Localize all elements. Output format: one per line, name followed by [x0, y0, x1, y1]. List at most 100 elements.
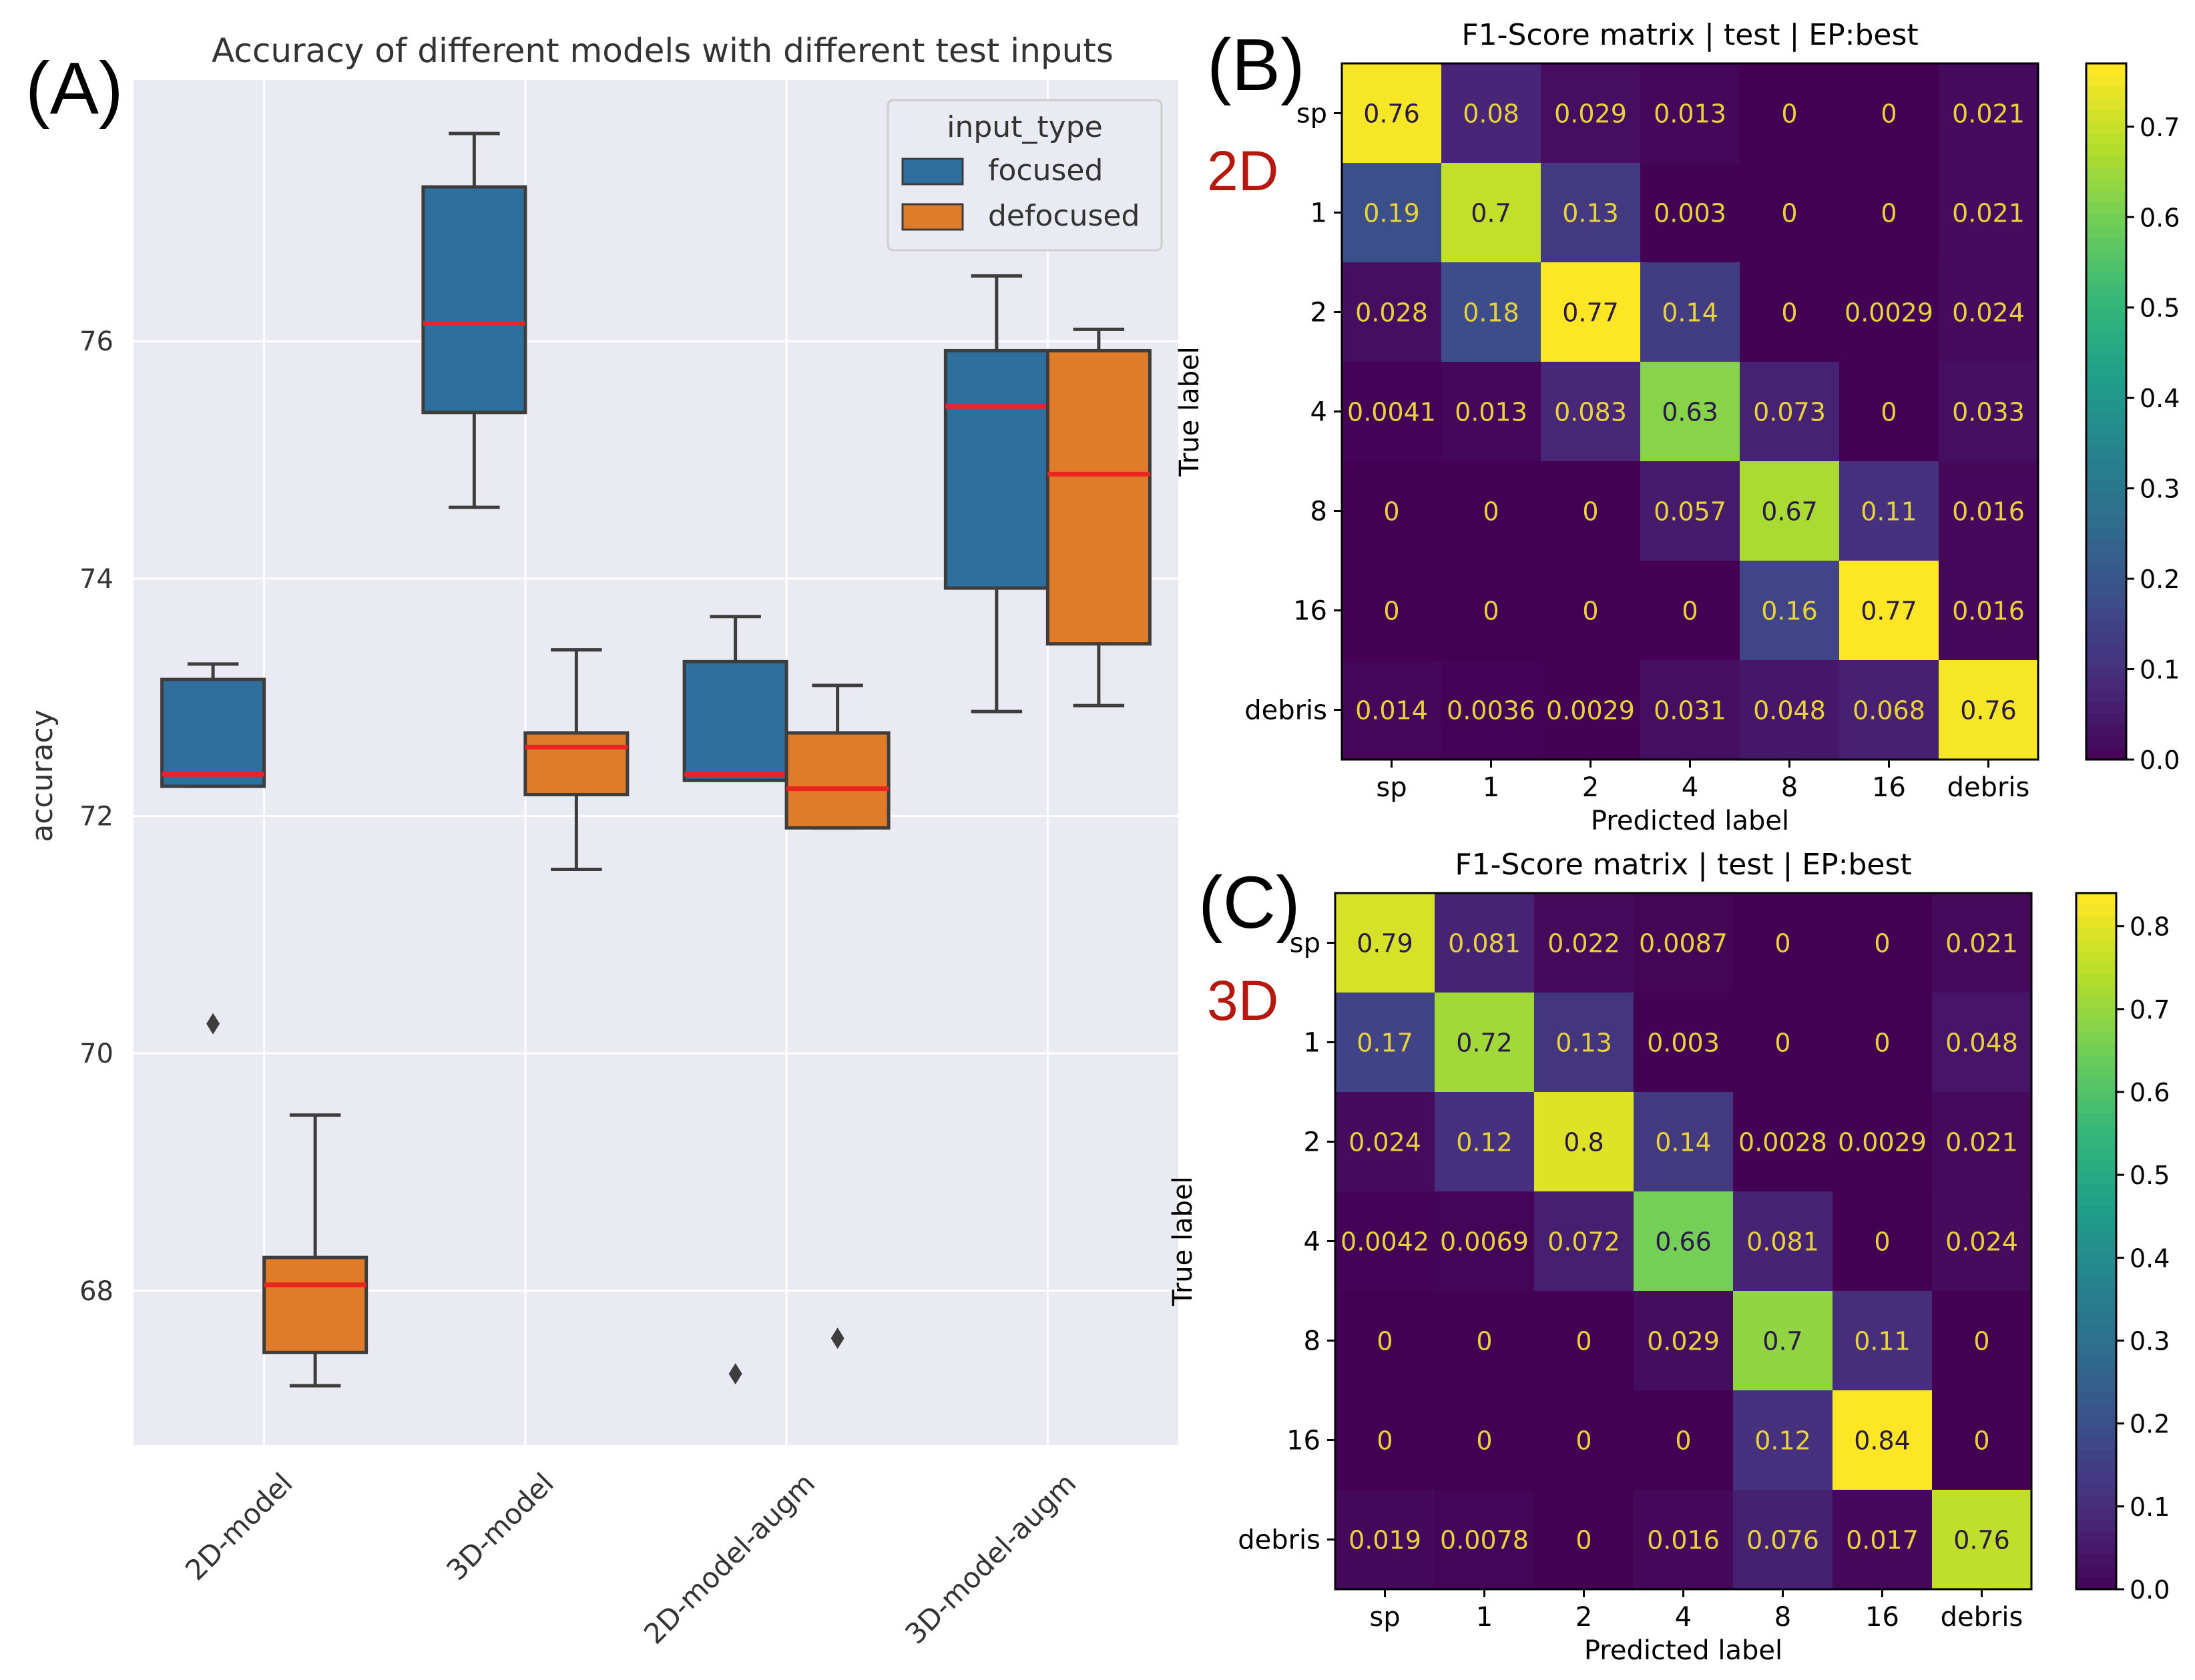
colorbar-segment: [2086, 423, 2126, 436]
y-tick-label: sp: [1290, 928, 1320, 959]
cell-value: 0.068: [1853, 696, 1925, 726]
cell-value: 0.033: [1952, 398, 2025, 427]
x-tick-label: 16: [1865, 1602, 1899, 1633]
y-tick-label: sp: [1296, 99, 1327, 129]
cell-value: 0.16: [1761, 597, 1818, 626]
matrix-cell: [1939, 163, 2039, 263]
colorbar-segment: [2076, 928, 2116, 940]
x-tick-label: 3D-model-augm: [899, 1466, 1082, 1650]
matrix-cell: [1939, 262, 2039, 362]
cell-value: 0.0028: [1738, 1128, 1827, 1157]
matrix-cell: [1640, 163, 1740, 263]
defocused-box: [262, 1255, 369, 1354]
cell-value: 0: [1781, 199, 1797, 228]
colorbar-segment: [2086, 191, 2126, 204]
model-tag-3d: 3D: [1207, 969, 1278, 1032]
cell-value: 0: [1575, 1426, 1592, 1456]
matrix-cell: [1733, 1191, 1833, 1292]
y-tick-label: 72: [79, 802, 113, 832]
cell-value: 0.14: [1662, 298, 1718, 328]
cell-value: 0.048: [1753, 696, 1826, 726]
cell-value: 0.0042: [1340, 1227, 1429, 1257]
y-tick-label: debris: [1238, 1525, 1320, 1556]
colorbar-segment: [2076, 1217, 2116, 1231]
colorbar-segment: [2086, 666, 2126, 679]
cell-value: 0: [1483, 597, 1499, 626]
cell-value: 0: [1575, 1526, 1592, 1555]
matrix-cell: [1740, 163, 1840, 263]
focused-box: [421, 185, 527, 414]
matrix-cell: [1335, 1490, 1435, 1590]
cell-value: 0: [1377, 1426, 1393, 1456]
matrix-cell: [1634, 993, 1734, 1093]
colorbar-segment: [2076, 1194, 2116, 1207]
colorbar-segment: [2086, 713, 2126, 726]
colorbar-tick-label: 0.4: [2140, 384, 2180, 413]
matrix-cell: [1733, 1291, 1833, 1391]
colorbar-segment: [2076, 1543, 2116, 1555]
cell-value: 0.022: [1547, 929, 1620, 958]
cell-value: 0.003: [1647, 1029, 1720, 1058]
y-tick-label: 16: [1293, 596, 1327, 627]
cell-value: 0: [1881, 99, 1897, 129]
defocused-legend-label: defocused: [988, 199, 1140, 233]
cell-value: 0.76: [1960, 696, 2017, 726]
colorbar-segment: [2076, 1229, 2116, 1242]
colorbar-segment: [2076, 1241, 2116, 1253]
defocused-box: [784, 731, 891, 830]
colorbar-segment: [2076, 1288, 2116, 1300]
colorbar-segment: [2076, 1159, 2116, 1173]
colorbar-segment: [2076, 1183, 2116, 1195]
matrix-cell: [1534, 1092, 1634, 1192]
colorbar-tick-label: 0.0: [2140, 746, 2180, 775]
cell-value: 0.17: [1357, 1029, 1413, 1058]
matrix-cell: [1441, 660, 1541, 760]
colorbar-segment: [2086, 585, 2126, 598]
colorbar-segment: [2076, 1334, 2116, 1346]
cell-value: 0.0036: [1447, 696, 1535, 726]
cell-value: 0: [1682, 597, 1698, 626]
colorbar-segment: [2086, 551, 2126, 563]
matrix-cell: [1541, 362, 1641, 462]
cell-value: 0.0087: [1639, 929, 1728, 958]
matrix-cell: [1435, 893, 1535, 993]
plot-area: [134, 80, 1178, 1445]
cell-value: 0.073: [1753, 398, 1826, 427]
cell-value: 0.0029: [1546, 696, 1635, 726]
cell-value: 0.017: [1846, 1526, 1919, 1555]
colorbar-segment: [2076, 1368, 2116, 1382]
y-tick-label: 1: [1304, 1028, 1320, 1059]
cell-value: 0.021: [1952, 199, 2025, 228]
colorbar-segment: [2076, 1554, 2116, 1567]
matrix-cell: [1640, 63, 1740, 164]
cell-value: 0: [1874, 1029, 1890, 1058]
colorbar-segment: [2086, 527, 2126, 540]
matrix-cell: [1441, 561, 1541, 661]
matrix-cell: [1342, 660, 1442, 760]
colorbar-segment: [2086, 724, 2126, 738]
matrix-cell: [1541, 63, 1641, 164]
cell-value: 0.63: [1662, 398, 1718, 427]
matrix-cell: [1634, 893, 1734, 993]
colorbar-segment: [2076, 1426, 2116, 1440]
colorbar-segment: [2086, 353, 2126, 366]
colorbar-segment: [2086, 260, 2126, 273]
colorbar-segment: [2076, 1021, 2116, 1033]
colorbar-segment: [2076, 1577, 2116, 1590]
matrix-cell: [1441, 362, 1541, 462]
colorbar-segment: [2076, 939, 2116, 952]
cell-value: 0.072: [1547, 1227, 1620, 1257]
matrix-cell: [1541, 561, 1641, 661]
colorbar-tick-label: 0.1: [2130, 1492, 2170, 1522]
y-axis-label: accuracy: [25, 710, 59, 842]
model-tag-2d: 2D: [1207, 139, 1278, 202]
cell-value: 0.19: [1363, 199, 1420, 228]
x-tick-label: 4: [1675, 1602, 1692, 1633]
y-tick-label: 8: [1304, 1326, 1320, 1357]
matrix-cell: [1541, 660, 1641, 760]
cell-value: 0.081: [1448, 929, 1521, 958]
colorbar-segment: [2076, 1473, 2116, 1486]
colorbar-segment: [2076, 1009, 2116, 1022]
colorbar-segment: [2086, 98, 2126, 111]
